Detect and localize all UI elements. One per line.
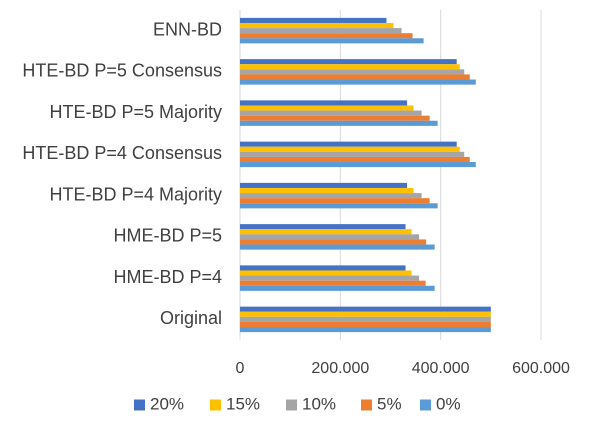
bar-5-series-2 xyxy=(240,110,422,116)
bar-1-series-0 xyxy=(240,265,406,271)
legend-label-0: 20% xyxy=(150,394,184,413)
bar-6-series-1 xyxy=(240,64,460,70)
bar-1-series-3 xyxy=(240,280,426,286)
x-tick-labels: 0 200.000 400.000 600.000 xyxy=(236,360,570,377)
legend-swatch-0 xyxy=(134,399,145,411)
legend-swatch-3 xyxy=(361,399,372,411)
x-tick-label-2: 400.000 xyxy=(412,360,470,377)
category-label-1: HME-BD P=4 xyxy=(113,267,222,287)
bar-4-series-1 xyxy=(240,146,460,152)
bar-0-series-1 xyxy=(240,311,491,317)
bar-2-series-0 xyxy=(240,224,406,230)
legend: 20% 15% 10% 5% 0% xyxy=(134,394,461,413)
bar-2-series-2 xyxy=(240,234,420,240)
category-label-2: HME-BD P=5 xyxy=(113,226,222,246)
bar-2-series-4 xyxy=(240,244,435,250)
legend-swatch-1 xyxy=(210,399,221,411)
bar-1-series-4 xyxy=(240,285,435,291)
bar-5-series-3 xyxy=(240,115,430,121)
bar-0-series-3 xyxy=(240,321,491,328)
bar-3-series-1 xyxy=(240,187,414,194)
bar-1-series-2 xyxy=(240,275,420,281)
bar-0-series-2 xyxy=(240,316,491,322)
bar-6-series-3 xyxy=(240,74,470,80)
legend-swatch-4 xyxy=(420,399,431,411)
bar-2-series-3 xyxy=(240,239,427,245)
bar-6-series-0 xyxy=(240,59,457,65)
bar-7-series-0 xyxy=(240,17,387,23)
bar-1-series-1 xyxy=(240,270,412,276)
category-labels: Original HME-BD P=4 HME-BD P=5 HTE-BD P=4 M… xyxy=(22,19,222,328)
bar-3-series-3 xyxy=(240,198,430,204)
legend-swatch-2 xyxy=(286,399,297,411)
category-label-3: HTE-BD P=4 Majority xyxy=(49,184,222,204)
category-label-4: HTE-BD P=4 Consensus xyxy=(22,143,222,163)
x-tick-label-3: 600.000 xyxy=(512,360,570,377)
bar-3-series-0 xyxy=(240,182,408,188)
bar-5-series-1 xyxy=(240,105,414,111)
bar-3-series-4 xyxy=(240,203,438,209)
category-label-6: HTE-BD P=5 Consensus xyxy=(22,61,222,81)
bar-0-series-0 xyxy=(240,306,491,312)
bar-5-series-0 xyxy=(240,100,408,106)
category-label-7: ENN-BD xyxy=(153,19,222,39)
x-tick-label-0: 0 xyxy=(236,360,245,377)
category-label-0: Original xyxy=(160,308,222,328)
bar-6-series-2 xyxy=(240,69,465,75)
bar-4-series-2 xyxy=(240,151,465,157)
bar-5-series-4 xyxy=(240,120,438,126)
legend-label-1: 15% xyxy=(226,394,260,413)
legend-label-3: 5% xyxy=(377,394,402,413)
bar-7-series-4 xyxy=(240,38,424,44)
bar-6-series-4 xyxy=(240,79,476,85)
bars xyxy=(240,17,491,333)
bar-4-series-0 xyxy=(240,141,457,147)
bar-0-series-4 xyxy=(240,327,491,333)
x-tick-label-1: 200.000 xyxy=(311,360,369,377)
bar-4-series-4 xyxy=(240,162,476,168)
category-label-5: HTE-BD P=5 Majority xyxy=(49,102,222,122)
bar-4-series-3 xyxy=(240,156,470,163)
bar-2-series-1 xyxy=(240,229,412,235)
bar-7-series-2 xyxy=(240,28,402,34)
legend-label-2: 10% xyxy=(302,394,336,413)
bar-7-series-1 xyxy=(240,22,394,29)
legend-label-4: 0% xyxy=(436,394,461,413)
bar-3-series-2 xyxy=(240,193,422,199)
bar-7-series-3 xyxy=(240,33,413,39)
